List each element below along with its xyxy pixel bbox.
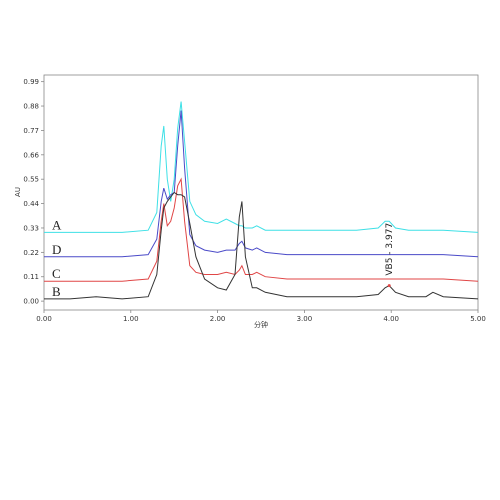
y-tick-label: 0.66 [23,151,39,159]
annotation-marker [387,284,391,288]
y-tick-label: 0.77 [23,127,39,135]
x-tick-label: 5.00 [470,315,486,323]
series-label: D [52,242,61,257]
y-tick-label: 0.11 [23,273,39,281]
x-tick-label: 4.00 [383,315,399,323]
y-tick-label: 0.22 [23,249,39,257]
y-tick-label: 0.99 [23,78,39,86]
y-tick-label: 0.55 [23,176,39,184]
annotation: VB5 - 3.977 [385,223,395,276]
y-tick-label: 0.00 [23,298,39,306]
x-tick-label: 1.00 [123,315,139,323]
series-line [44,101,479,233]
series-line [44,177,479,282]
series-line [44,191,479,300]
plot-frame [43,74,479,311]
x-axis-label: 分钟 [254,320,268,329]
y-axis-label: AU [14,187,22,197]
series-label: B [52,284,61,299]
series-line [44,110,479,258]
y-tick-label: 0.33 [23,224,39,232]
x-tick-label: 0.00 [36,315,52,323]
y-tick-label: 0.44 [23,200,39,208]
x-tick-label: 2.00 [210,315,226,323]
series-label: C [52,266,61,281]
x-tick-label: 3.00 [297,315,313,323]
y-tick-label: 0.88 [23,103,39,111]
series-label: A [52,217,62,232]
